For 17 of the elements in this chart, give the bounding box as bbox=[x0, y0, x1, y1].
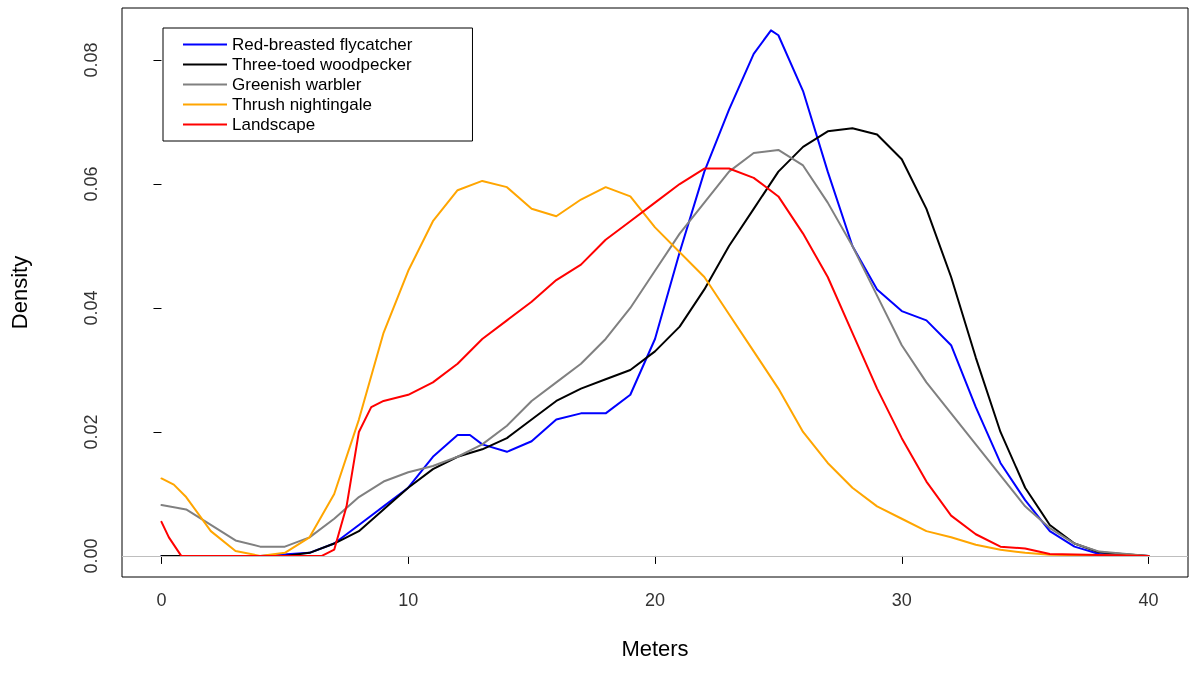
x-tick-label: 40 bbox=[1138, 590, 1159, 610]
legend-label: Landscape bbox=[232, 115, 316, 134]
legend-label: Three-toed woodpecker bbox=[232, 55, 412, 74]
y-tick-label: 0.02 bbox=[81, 414, 101, 450]
y-tick-label: 0.06 bbox=[81, 166, 101, 202]
legend-label: Thrush nightingale bbox=[232, 95, 372, 114]
x-tick-label: 30 bbox=[891, 590, 912, 610]
x-tick-label: 10 bbox=[398, 590, 419, 610]
y-tick-label: 0.00 bbox=[81, 538, 101, 574]
y-axis-title: Density bbox=[6, 255, 32, 330]
legend-label: Red-breasted flycatcher bbox=[232, 35, 413, 54]
y-tick-label: 0.08 bbox=[81, 42, 101, 78]
legend-label: Greenish warbler bbox=[232, 75, 362, 94]
x-tick-label: 0 bbox=[156, 590, 167, 610]
y-tick-label: 0.04 bbox=[81, 290, 101, 326]
x-tick-label: 20 bbox=[644, 590, 666, 610]
x-axis-title: Meters bbox=[621, 635, 689, 661]
